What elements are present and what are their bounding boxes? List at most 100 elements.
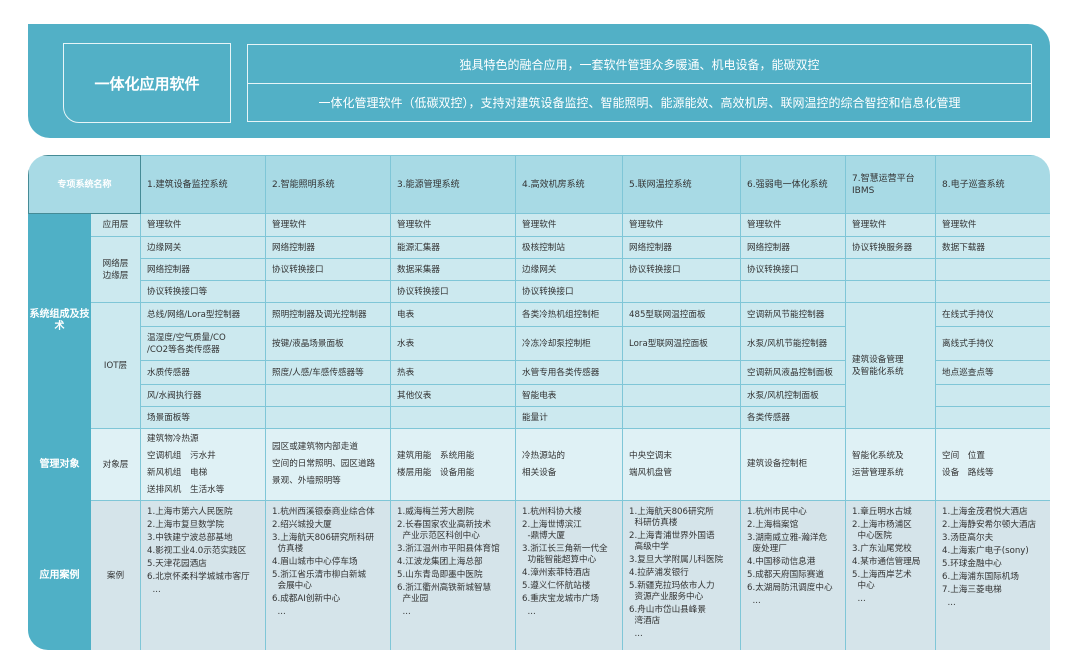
- cell-text: 风/水阀执行器: [147, 390, 202, 401]
- network-layer-cell: 网络控制器: [140, 258, 267, 281]
- iot-layer-cell: 各类冷热机组控制柜: [515, 302, 624, 327]
- cell-line: 4.拉萨浦发银行: [629, 568, 689, 578]
- cell-text: 管理软件: [942, 220, 977, 230]
- iot-layer-cell: 空调新风节能控制器: [740, 302, 847, 327]
- iot-layer-cell: 水泵/风机控制面板: [740, 384, 847, 407]
- cell-line: 智能化系统及: [852, 450, 904, 461]
- cell-line: 空间 位置: [942, 450, 985, 461]
- cell-line: 5.成都天府国际赛道: [747, 570, 824, 580]
- cell-text: 管理软件: [272, 220, 307, 230]
- cell-text: 各类冷热机组控制柜: [522, 309, 600, 320]
- cell-text: 管理软件: [629, 220, 664, 230]
- cell-text: 电表: [397, 309, 415, 320]
- cell-line: 楼层用能 设备用能: [397, 467, 475, 478]
- network-layer-cell: 边缘网关: [140, 236, 267, 259]
- iot-layer-cell: 空调新风液晶控制面板: [740, 360, 847, 385]
- cell-text: 6.强弱电一体化系统: [747, 179, 828, 190]
- network-layer-cell: [935, 258, 1050, 281]
- cell-text: 1.建筑设备监控系统: [147, 179, 228, 190]
- cell-text: 在线式手持仪: [942, 309, 994, 320]
- cell-text: 5.联网温控系统: [629, 179, 692, 190]
- cell-line: 建筑物冷热源: [147, 433, 199, 444]
- cell-line: 5.天津花园酒店: [147, 559, 207, 569]
- category-cases: 应用案例: [28, 500, 91, 650]
- cell-text: 协议转换接口: [522, 286, 574, 297]
- cell-line: ...: [272, 607, 286, 617]
- case-list-cell: 1.上海市第六人民医院 2.上海市复旦数学院 3.中铁建宁波总部基地 4.影视工业4.…: [140, 500, 267, 650]
- cell-line: 6.北京怀柔科学城城市客厅: [147, 572, 250, 582]
- iot-layer-cell: 各类传感器: [740, 406, 847, 429]
- iot-layer-cell: [622, 406, 742, 429]
- cell-text: 水泵/风机控制面板: [747, 390, 819, 401]
- cell-text: 网络控制器: [147, 264, 190, 275]
- case-list-cell: 1.上海金茂君悦大酒店 2.上海静安希尔顿大酒店 3.汤臣高尔夫 4.上海索广电子(s…: [935, 500, 1050, 650]
- cell-text: 热表: [397, 367, 415, 378]
- cell-text: 各类传感器: [747, 412, 790, 423]
- cell-line: 6.上海浦东国际机场: [942, 572, 1019, 582]
- system-name-header: 1.建筑设备监控系统: [140, 155, 267, 214]
- cell-text: 边缘网关: [147, 242, 182, 253]
- iot-layer-cell: [265, 406, 392, 429]
- cell-text: 温湿度/空气质量/CO /CO2等各类传感器: [147, 332, 226, 355]
- cell-line: 空调机组 污水井: [147, 450, 216, 461]
- cell-text: 对象层: [102, 459, 129, 470]
- cell-text: 管理软件: [747, 220, 782, 230]
- iot-layer-cell: [622, 360, 742, 385]
- cell-line: 3.汤臣高尔夫: [942, 533, 994, 543]
- cell-text: 协议转换接口: [629, 264, 681, 275]
- cell-line: 7.上海三菱电梯: [942, 585, 1002, 595]
- iot-layer-cell: 电表: [390, 302, 517, 327]
- cell-text: 3.能源管理系统: [397, 179, 460, 190]
- iot-layer-cell: 温湿度/空气质量/CO /CO2等各类传感器: [140, 326, 267, 361]
- cell-text: IOT层: [103, 360, 128, 371]
- app-layer-cell: 管理软件: [845, 213, 937, 237]
- network-layer-cell: 协议转换接口: [740, 258, 847, 281]
- cell-text: 协议转换接口: [747, 264, 799, 275]
- cell-line: 3.浙江长三角新一代全 功能智能超算中心: [522, 544, 608, 565]
- iot-layer-cell: 能量计: [515, 406, 624, 429]
- cell-line: 景观、外墙照明等: [272, 476, 341, 486]
- case-list-cell: 1.威海梅兰芳大剧院 2.长春国家农业高新技术 产业示范区科创中心 3.浙江温州市平…: [390, 500, 517, 650]
- cell-text: 空调新风节能控制器: [747, 309, 825, 320]
- network-layer-cell: [935, 280, 1050, 303]
- object-layer-cell: 中央空调末 端风机盘管: [622, 428, 742, 501]
- network-layer-cell: 网络控制器: [265, 236, 392, 259]
- iot-layer-cell: 热表: [390, 360, 517, 385]
- layer-iot: IOT层: [89, 302, 142, 429]
- cell-text: Lora型联网温控面板: [629, 338, 708, 349]
- layer-case: 案例: [89, 500, 142, 650]
- cell-text: 冷冻冷却泵控制柜: [522, 338, 591, 349]
- iot-layer-cell: [622, 384, 742, 407]
- system-name-header: 2.智能照明系统: [265, 155, 392, 214]
- network-layer-cell: 协议转换接口: [390, 280, 517, 303]
- app-layer-cell: 管理软件: [740, 213, 847, 237]
- system-name-header: 3.能源管理系统: [390, 155, 517, 214]
- cell-text: 空调新风液晶控制面板: [747, 367, 833, 378]
- cell-line: 新风机组 电梯: [147, 467, 208, 478]
- cell-line: 2.上海档案馆: [747, 520, 799, 530]
- cell-text: 应用案例: [39, 569, 80, 581]
- object-layer-cell: 建筑设备控制柜: [740, 428, 847, 501]
- case-list-cell: 1.上海航天806研究所 科研仿真楼 2.上海青浦世界外国语 高级中学 3.复旦大学…: [622, 500, 742, 650]
- iot-layer-cell: 在线式手持仪: [935, 302, 1050, 327]
- cell-line: 1.章丘明水古城: [852, 507, 912, 517]
- cell-text: 系统组成及技术: [29, 309, 90, 332]
- cell-text: 网络控制器: [629, 242, 672, 253]
- network-layer-cell: 能源汇集器: [390, 236, 517, 259]
- cell-text: 照度/人感/车感传感器等: [272, 367, 364, 378]
- cell-line: 园区或建筑物内部走道: [272, 442, 358, 452]
- product-title: 一体化应用软件: [63, 43, 231, 123]
- network-layer-cell: [845, 280, 937, 303]
- iot-layer-cell: [390, 406, 517, 429]
- cell-text: 离线式手持仪: [942, 338, 994, 349]
- cell-line: 端风机盘管: [629, 467, 672, 478]
- cell-line: 3.上海航天806研究所科研 仿真楼: [272, 533, 374, 554]
- network-layer-cell: 网络控制器: [622, 236, 742, 259]
- cell-line: 2.上海世博滨江 -鼎博大厦: [522, 520, 582, 541]
- object-layer-cell: 建筑物冷热源 空调机组 污水井 新风机组 电梯 送排风机 生活水等: [140, 428, 267, 501]
- iot-layer-cell: 照明控制器及调光控制器: [265, 302, 392, 327]
- description-line-2: 一体化管理软件（低碳双控），支持对建筑设备监控、智能照明、能源能效、高效机房、联…: [248, 83, 1031, 121]
- cell-line: 1.上海航天806研究所 科研仿真楼: [629, 507, 714, 528]
- cell-text: 应用层: [102, 220, 129, 230]
- system-name-header: 8.电子巡查系统: [935, 155, 1050, 214]
